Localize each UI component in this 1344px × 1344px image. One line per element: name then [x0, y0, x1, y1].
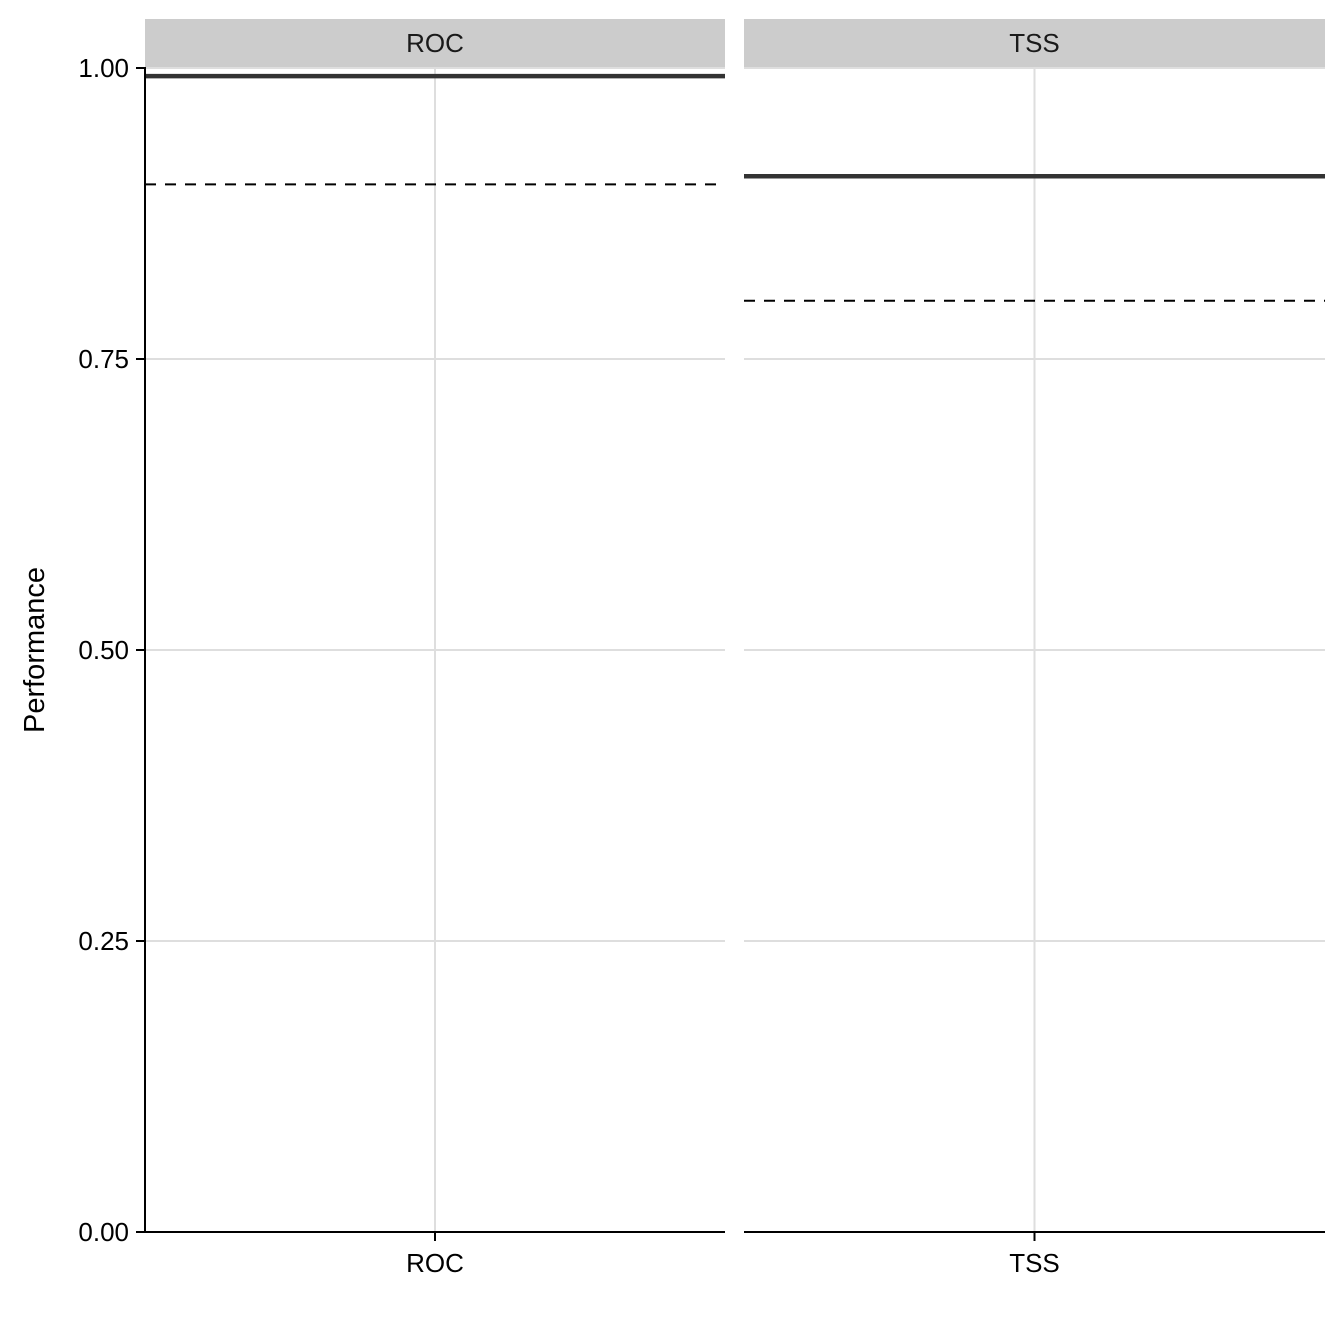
strip-label: ROC [406, 28, 464, 58]
y-axis-label: Performance [19, 567, 51, 733]
y-tick-label: 0.25 [78, 926, 129, 956]
panel-tss: TSS TSS [744, 19, 1325, 1278]
y-tick-label: 0.00 [78, 1217, 129, 1247]
y-tick-label: 0.50 [78, 635, 129, 665]
x-tick-label: TSS [1009, 1248, 1060, 1278]
y-tick-label: 0.75 [78, 344, 129, 374]
strip-label: TSS [1009, 28, 1060, 58]
x-tick-label: ROC [406, 1248, 464, 1278]
panel-roc: ROC ROC [145, 19, 725, 1278]
strip-background [744, 19, 1325, 67]
strip-background [145, 19, 725, 67]
y-tick-label: 1.00 [78, 53, 129, 83]
